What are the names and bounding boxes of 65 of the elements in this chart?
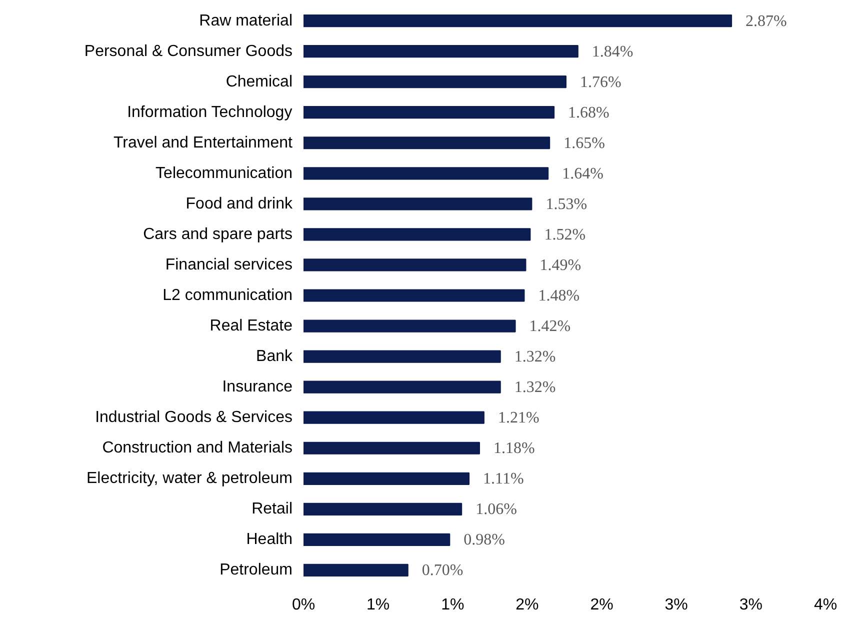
bar <box>304 472 470 485</box>
bar <box>304 564 408 577</box>
y-tick-label: Chemical <box>226 73 292 90</box>
bar <box>304 533 450 546</box>
y-tick-label: Retail <box>252 500 292 518</box>
bar <box>304 411 484 424</box>
data-label: 1.65% <box>564 134 605 152</box>
y-tick-label: Financial services <box>165 256 292 274</box>
data-label: 1.42% <box>529 318 571 336</box>
bar <box>304 502 462 516</box>
y-tick-label: Travel and Entertainment <box>113 134 294 152</box>
bar <box>304 228 531 241</box>
data-label: 1.06% <box>476 501 517 518</box>
data-label: 2.87% <box>746 12 787 30</box>
bar <box>304 258 526 272</box>
bar <box>304 106 555 119</box>
data-label: 0.98% <box>464 532 505 549</box>
y-tick-label: Electricity, water & petroleum <box>86 470 293 488</box>
y-tick-label: Petroleum <box>220 562 292 579</box>
y-tick-label: Real Estate <box>210 318 293 335</box>
x-tick-label: 2% <box>590 596 614 614</box>
data-label: 1.48% <box>538 288 580 304</box>
y-tick-label: Personal & Consumer Goods <box>84 42 293 60</box>
x-tick-label: 3% <box>739 596 762 614</box>
y-tick-label: Health <box>246 531 292 548</box>
bar <box>304 167 549 180</box>
y-tick-label: Construction and Materials <box>102 440 292 457</box>
bar <box>304 14 732 28</box>
bar <box>304 442 480 454</box>
y-tick-label: Food and drink <box>186 195 294 212</box>
data-label: 1.64% <box>562 165 604 182</box>
data-label: 1.76% <box>580 74 622 91</box>
y-tick-label: Information Technology <box>127 104 292 121</box>
data-label: 0.70% <box>422 562 464 580</box>
x-tick-label: 3% <box>664 596 688 614</box>
y-tick-label: Bank <box>256 348 294 366</box>
data-label: 1.68% <box>568 104 610 122</box>
data-label: 1.11% <box>483 470 524 488</box>
bar <box>304 76 566 88</box>
x-tick-label: 1% <box>441 596 464 614</box>
bar <box>304 289 525 302</box>
x-tick-label: 1% <box>366 596 390 614</box>
y-tick-label: L2 communication <box>162 287 292 304</box>
bar <box>304 44 578 58</box>
y-tick-label: Industrial Goods & Services <box>95 409 292 426</box>
data-label: 1.32% <box>514 348 556 366</box>
data-label: 1.53% <box>546 196 588 213</box>
y-tick-label: Raw material <box>199 12 292 30</box>
bar <box>304 350 501 363</box>
bar <box>304 198 532 210</box>
data-label: 1.21% <box>498 410 540 427</box>
data-label: 1.49% <box>540 256 582 274</box>
x-tick-label: 4% <box>814 596 838 614</box>
data-label: 1.18% <box>493 440 535 458</box>
y-tick-label: Telecommunication <box>156 164 292 182</box>
data-label: 1.52% <box>544 226 586 244</box>
y-tick-label: Cars and spare parts <box>143 226 292 243</box>
y-tick-label: Insurance <box>222 378 293 396</box>
bar <box>304 136 550 150</box>
data-label: 1.84% <box>592 43 634 60</box>
bar <box>304 380 501 394</box>
data-label: 1.32% <box>514 379 556 396</box>
x-tick-label: 2% <box>516 596 539 614</box>
x-tick-label: 0% <box>292 596 316 614</box>
bar <box>304 320 516 332</box>
